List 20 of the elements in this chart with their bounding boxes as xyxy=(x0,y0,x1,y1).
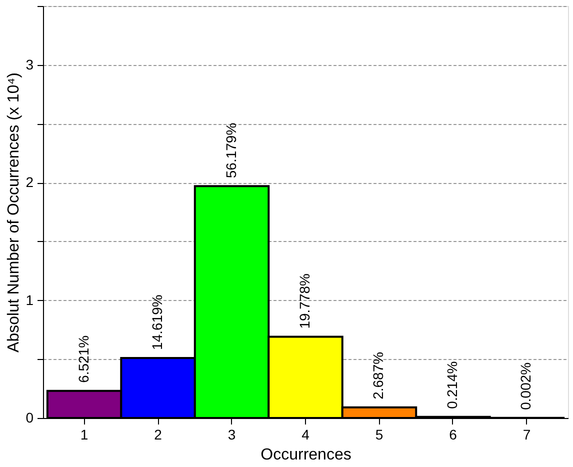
annotation: 0.214% xyxy=(444,361,460,409)
x-tick-label: 2 xyxy=(154,426,162,442)
y-axis-title: Absolut Number of Occurrences (x 10⁴) xyxy=(6,72,23,352)
x-tick-label: 5 xyxy=(375,426,384,442)
x-tick-label: 1 xyxy=(80,426,88,442)
x-tick-label: 3 xyxy=(228,426,236,442)
annotation: 6.521% xyxy=(75,335,92,383)
x-tick-label: 6 xyxy=(449,426,458,442)
x-axis-title: Occurrences xyxy=(260,446,352,464)
x-tick-label: 4 xyxy=(302,426,310,442)
x-tick-label: 7 xyxy=(522,426,531,442)
y-tick-label: 0 xyxy=(26,410,34,426)
annotation: 0.002% xyxy=(518,362,534,410)
y-tick-label: 3 xyxy=(26,56,34,72)
y-tick-label: 1 xyxy=(26,292,34,308)
annotation: 2.687% xyxy=(370,352,386,400)
annotation: 14.619% xyxy=(149,294,166,350)
annotation: 19.778% xyxy=(296,273,312,329)
y-tick-label: 2 xyxy=(26,174,34,190)
annotation: 56.179% xyxy=(222,122,239,178)
